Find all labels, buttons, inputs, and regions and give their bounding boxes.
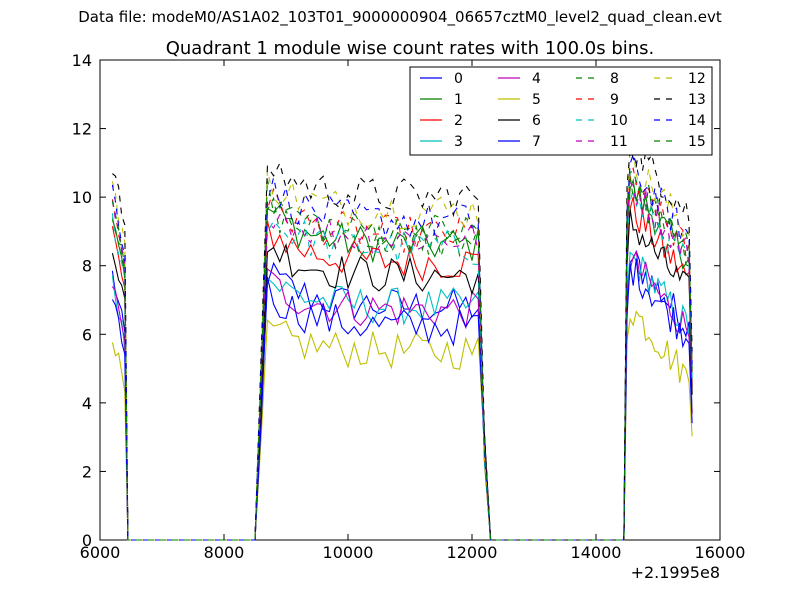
series-line-10 [111, 190, 693, 541]
legend-label-2: 2 [454, 113, 463, 129]
legend-label-8: 8 [610, 71, 619, 87]
x-tick-label: 14000 [571, 543, 622, 562]
series-line-6 [111, 208, 693, 541]
x-tick-label: 12000 [447, 543, 498, 562]
legend-label-0: 0 [454, 71, 463, 87]
series-line-12 [111, 148, 693, 541]
y-tick-label: 12 [72, 120, 92, 139]
legend-label-11: 11 [610, 134, 628, 150]
series-line-0 [111, 249, 693, 541]
figure-supertitle: Data file: modeM0/AS1A02_103T01_90000009… [78, 8, 722, 26]
x-offset-label: +2.1995e8 [631, 563, 720, 582]
legend-label-9: 9 [610, 92, 619, 108]
legend-label-1: 1 [454, 92, 463, 108]
chart-title: Quadrant 1 module wise count rates with … [166, 38, 655, 59]
x-tick-label: 8000 [204, 543, 245, 562]
series-line-15 [111, 171, 693, 541]
series-line-7 [111, 258, 693, 541]
x-tick-label: 6000 [80, 543, 121, 562]
legend-label-7: 7 [532, 134, 541, 150]
series-line-5 [111, 310, 693, 541]
legend-label-12: 12 [688, 71, 706, 87]
legend-box [409, 66, 713, 156]
y-tick-label: 14 [72, 51, 92, 70]
y-tick-label: 6 [82, 325, 92, 344]
series-line-14 [111, 152, 693, 541]
legend-label-10: 10 [610, 113, 628, 129]
legend-label-5: 5 [532, 92, 541, 108]
y-tick-label: 8 [82, 257, 92, 276]
series-line-4 [111, 250, 693, 541]
y-tick-label: 2 [82, 462, 92, 481]
legend-label-3: 3 [454, 134, 463, 150]
series-layer [111, 144, 693, 541]
x-tick-label: 10000 [323, 543, 374, 562]
legend-label-4: 4 [532, 71, 541, 87]
series-line-1 [111, 178, 693, 541]
legend-label-15: 15 [688, 134, 706, 150]
x-tick-label: 16000 [695, 543, 746, 562]
y-tick-label: 4 [82, 394, 92, 413]
legend-label-14: 14 [688, 113, 706, 129]
series-line-3 [111, 251, 693, 541]
y-tick-label: 10 [72, 188, 92, 207]
series-line-11 [111, 181, 693, 541]
legend-label-6: 6 [532, 113, 541, 129]
y-tick-label: 0 [82, 531, 92, 550]
legend-label-13: 13 [688, 92, 706, 108]
